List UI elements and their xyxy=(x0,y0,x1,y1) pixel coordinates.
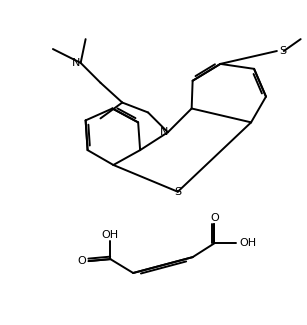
Text: O: O xyxy=(210,214,219,224)
Text: S: S xyxy=(174,187,181,197)
Text: OH: OH xyxy=(239,238,256,248)
Text: O: O xyxy=(78,256,87,266)
Text: N: N xyxy=(160,127,168,137)
Text: OH: OH xyxy=(102,230,119,240)
Text: S: S xyxy=(279,46,286,56)
Text: N: N xyxy=(72,58,81,68)
